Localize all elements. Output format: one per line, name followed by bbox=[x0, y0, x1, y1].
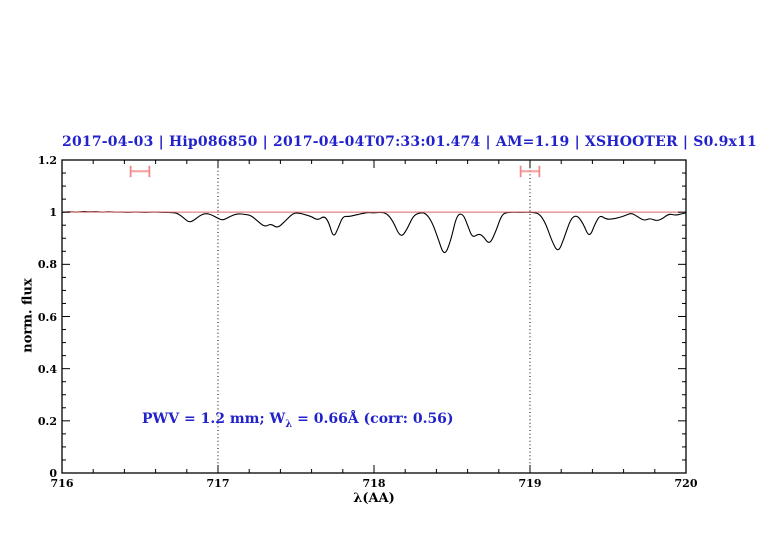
y-tick-label: 1 bbox=[49, 206, 57, 220]
x-axis-title: λ(AA) bbox=[353, 491, 395, 506]
y-tick-label: 0 bbox=[49, 467, 57, 480]
spectrum-curve bbox=[61, 211, 687, 253]
x-tick-label: 720 bbox=[674, 477, 698, 490]
y-tick-label: 0.4 bbox=[37, 362, 57, 376]
y-tick-label: 0.8 bbox=[37, 258, 57, 272]
pwv-annotation-prefix: PWV = 1.2 mm; W bbox=[142, 411, 286, 427]
x-tick-label: 716 bbox=[50, 477, 74, 490]
x-tick-label: 719 bbox=[518, 477, 542, 490]
pwv-annotation: PWV = 1.2 mm; Wλ = 0.66Å (corr: 0.56) bbox=[142, 411, 454, 431]
pwv-annotation-suffix: = 0.66Å (corr: 0.56) bbox=[292, 411, 454, 427]
y-tick-label: 1.2 bbox=[37, 154, 57, 167]
x-tick-label: 717 bbox=[206, 477, 230, 490]
y-tick-label: 0.6 bbox=[37, 310, 57, 324]
x-tick-label: 718 bbox=[362, 477, 386, 490]
plot-title: 2017-04-03 | Hip086850 | 2017-04-04T07:3… bbox=[62, 134, 757, 150]
pwv-annotation-subscript: λ bbox=[285, 418, 293, 430]
y-tick-label: 0.2 bbox=[37, 414, 57, 428]
